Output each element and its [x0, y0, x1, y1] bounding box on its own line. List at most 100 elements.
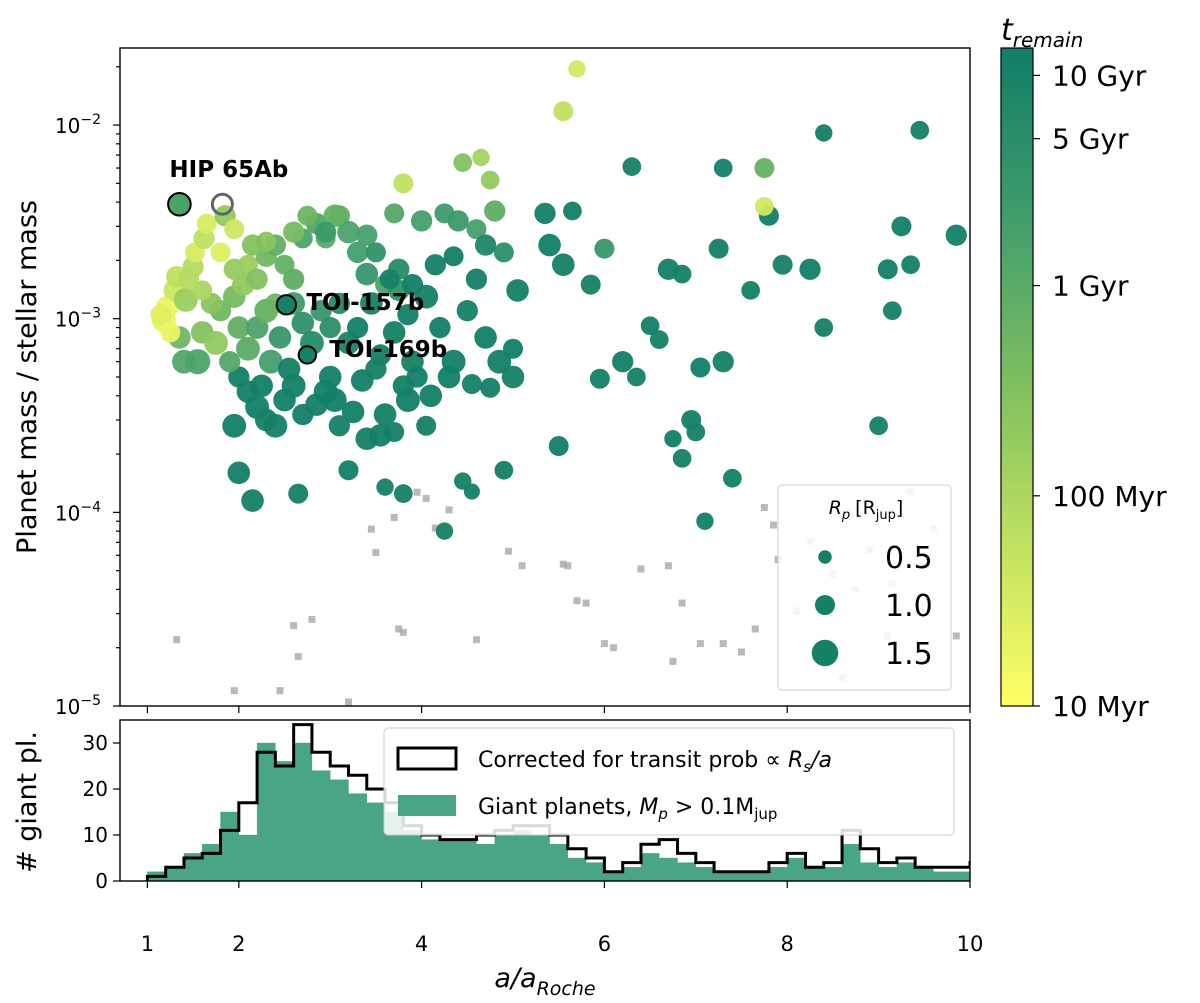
- annotation-label: TOI-157b: [306, 290, 424, 316]
- y-tick-label: 10−3: [55, 306, 101, 332]
- giant-planet-marker: [223, 258, 245, 280]
- histogram-bar: [841, 844, 861, 881]
- giant-planet-marker: [713, 158, 733, 178]
- small-planet-marker: [395, 625, 403, 633]
- histogram-bar: [768, 867, 788, 881]
- histogram-bar: [439, 839, 459, 881]
- giant-planet-marker: [424, 254, 446, 276]
- annotation-layer: HIP 65Ab TOI-157b TOI-169b: [167, 157, 447, 365]
- giant-planet-marker: [173, 287, 198, 312]
- histogram-legend: Corrected for transit prob ∝ Rs/a Giant …: [383, 727, 955, 836]
- giant-planet-marker: [869, 416, 888, 436]
- histogram-bar: [1116, 876, 1134, 881]
- giant-planet-marker: [487, 349, 512, 374]
- colorbar-tick-label: 5 Gyr: [1052, 123, 1129, 156]
- giant-planet-marker: [196, 213, 217, 234]
- giant-planet-marker: [594, 238, 615, 259]
- small-planet-marker: [751, 625, 759, 633]
- giant-planet-marker: [429, 316, 451, 339]
- giant-planet-marker: [314, 221, 337, 243]
- giant-planet-marker: [384, 421, 405, 442]
- histogram-bar: [366, 802, 386, 881]
- small-planet-marker: [445, 506, 453, 514]
- giant-planet-marker: [755, 197, 774, 216]
- small-planet-marker: [573, 597, 581, 605]
- histogram-y-tick-label: 30: [83, 731, 108, 755]
- giant-planet-marker: [297, 205, 318, 226]
- giant-planet-marker: [754, 158, 775, 179]
- small-planet-marker: [669, 657, 677, 665]
- giant-planet-marker: [384, 203, 405, 224]
- histogram-bar: [457, 839, 477, 881]
- histogram-bar: [165, 867, 185, 881]
- giant-planet-marker: [640, 316, 660, 336]
- giant-planet-marker: [474, 326, 497, 349]
- histogram-y-tick-label: 20: [83, 777, 108, 801]
- legend-size-marker: [811, 639, 839, 667]
- annotation-label: TOI-169b: [329, 337, 447, 363]
- giant-planet-marker: [236, 336, 260, 361]
- small-planet-marker: [173, 636, 181, 644]
- legend-title: Rp [Rjup]: [829, 497, 904, 523]
- small-planet-marker: [582, 599, 590, 607]
- small-planet-marker: [399, 628, 407, 636]
- small-planet-marker: [637, 565, 645, 573]
- giant-planet-marker: [219, 351, 241, 373]
- histogram-bar: [330, 779, 349, 881]
- legend-size-label: 1.0: [885, 589, 933, 624]
- histogram-bar: [403, 830, 422, 881]
- giant-planet-marker: [283, 221, 305, 243]
- giant-planet-marker: [393, 484, 413, 503]
- size-legend: Rp [Rjup] 0.5 1.0 1.5: [777, 484, 952, 691]
- giant-planet-marker: [338, 460, 359, 481]
- colorbar-tick-label: 1 Gyr: [1052, 270, 1129, 303]
- histogram-x-tick-label: 1: [141, 932, 154, 956]
- legend-corrected-label: Corrected for transit prob ∝ Rs/a: [478, 748, 832, 776]
- giant-planet-marker: [160, 322, 181, 343]
- colorbar-tick-label: 10 Gyr: [1052, 59, 1147, 92]
- histogram-bar: [311, 770, 331, 881]
- giant-planet-marker: [672, 449, 692, 468]
- x-axis-label: a/aRoche: [494, 963, 595, 1000]
- small-planet-marker: [431, 524, 439, 532]
- giant-planet-marker: [277, 357, 301, 381]
- histogram-x-tick-label: 2: [232, 932, 245, 956]
- small-planet-marker: [719, 640, 727, 648]
- legend-giant-swatch: [398, 795, 456, 816]
- giant-planet-marker: [224, 219, 245, 240]
- legend-size-label: 0.5: [885, 541, 933, 576]
- giant-planet-marker: [891, 216, 912, 237]
- giant-planet-marker: [328, 415, 351, 437]
- giant-planet-marker: [416, 415, 437, 436]
- giant-planet-marker: [246, 268, 268, 290]
- giant-planet-marker: [322, 388, 347, 413]
- giant-planet-marker: [291, 311, 315, 335]
- small-planet-marker: [769, 521, 777, 529]
- histogram-panel: 0 10 20 30 1 2 4 6 8 10 # giant pl. a/aRoche Cor…: [12, 719, 1134, 1000]
- histogram-bar: [549, 844, 569, 881]
- giant-planet-marker: [406, 366, 428, 388]
- small-planet-marker: [367, 525, 375, 533]
- giant-planet-marker: [882, 301, 902, 321]
- histogram-bar: [202, 844, 221, 881]
- histogram-bar: [914, 867, 934, 881]
- giant-planet-marker: [551, 253, 575, 277]
- histogram-bar: [933, 871, 952, 881]
- giant-planet-marker: [204, 330, 228, 355]
- histogram-bar: [220, 811, 240, 881]
- giant-planet-marker: [901, 255, 920, 275]
- histogram-bar: [348, 793, 367, 881]
- legend-giant-label: Giant planets, Mp > 0.1Mjup: [478, 795, 777, 823]
- colorbar-tick-label: 10 Myr: [1052, 690, 1149, 723]
- giant-planet-marker: [355, 262, 379, 286]
- histogram-bar: [585, 862, 605, 881]
- small-planet-marker: [564, 562, 572, 570]
- histogram-x-tick-label: 8: [781, 932, 794, 956]
- giant-planet-marker: [501, 365, 525, 389]
- giant-planet-marker: [627, 367, 646, 387]
- small-planet-marker: [308, 615, 316, 623]
- giant-planet-marker: [461, 374, 482, 395]
- legend-size-label: 1.5: [885, 637, 933, 672]
- giant-planet-marker: [443, 246, 464, 267]
